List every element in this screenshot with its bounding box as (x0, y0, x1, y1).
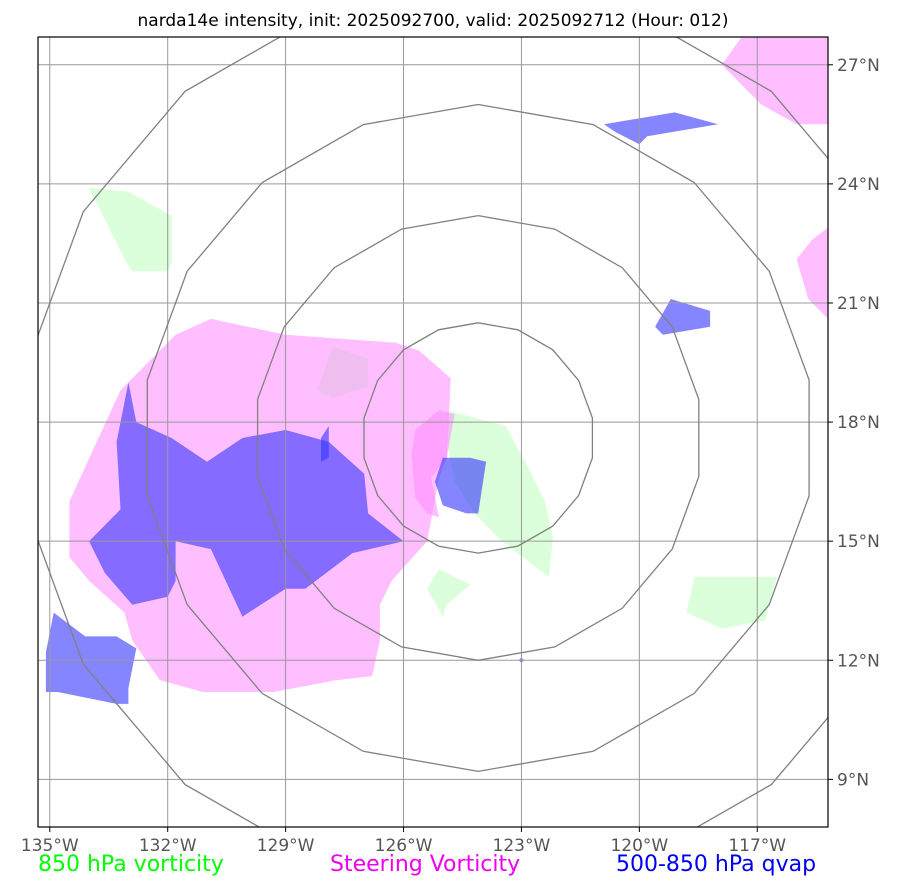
legend-label: 500-850 hPa qvap (616, 852, 817, 877)
y-tick-label-2: 15°N (837, 532, 880, 552)
x-tick-label-5: 120°W (610, 836, 668, 856)
contour-850-hpa-vorticity-0 (89, 187, 172, 272)
contour-steering-vorticity-3 (796, 227, 828, 319)
legend-qvap: 500-850 hPa qvap (616, 852, 816, 877)
contour-steering-vorticity-1 (411, 410, 455, 518)
plot-frame (37, 36, 829, 828)
x-tick-label-3: 126°W (375, 836, 433, 856)
range-ring-3 (38, 37, 828, 827)
range-ring-2 (146, 103, 810, 773)
contour-500-850-hpa-qvap-2 (604, 112, 718, 145)
contour-850-hpa-vorticity-2 (446, 410, 553, 577)
legend-label: Steering Vorticity (330, 852, 521, 877)
x-tick-label-2: 129°W (257, 836, 315, 856)
y-tick-label-5: 24°N (837, 175, 880, 195)
y-tick-label-4: 21°N (837, 294, 880, 314)
y-axis-ticks: 9°N 12°N 15°N 18°N 21°N 24°N 27°N (828, 56, 880, 790)
range-ring-1 (256, 214, 700, 661)
contour-500-850-hpa-qvap-3 (655, 299, 711, 335)
x-tick-label-0: 135°W (21, 836, 79, 856)
contour-fills (45, 37, 828, 704)
x-tick-label-4: 123°W (493, 836, 551, 856)
legend-steering-vorticity: Steering Vorticity (330, 852, 520, 877)
legend-label: 850 hPa vorticity (38, 852, 224, 877)
y-tick-label-1: 12°N (837, 651, 880, 671)
legend-850-vorticity: 850 hPa vorticity (38, 852, 224, 877)
contour-steering-vorticity-2 (721, 37, 828, 125)
contour-850-hpa-vorticity-3 (427, 569, 471, 617)
x-tick-label-6: 117°W (728, 836, 786, 856)
y-tick-label-0: 9°N (837, 770, 869, 790)
chart-title: narda14e intensity, init: 2025092700, va… (138, 11, 729, 31)
contour-500-850-hpa-qvap-4 (45, 612, 137, 704)
range-ring-0 (363, 322, 594, 554)
x-axis-ticks: 135°W 132°W 129°W 126°W 123°W 120°W 117°W (21, 827, 786, 856)
y-tick-label-3: 18°N (837, 413, 880, 433)
contour-850-hpa-vorticity-4 (686, 576, 777, 629)
y-tick-label-6: 27°N (837, 56, 880, 76)
contour-500-850-hpa-qvap-5 (321, 426, 329, 462)
contour-500-850-hpa-qvap-1 (435, 457, 487, 514)
range-rings (38, 37, 828, 827)
x-tick-label-1: 132°W (139, 836, 197, 856)
